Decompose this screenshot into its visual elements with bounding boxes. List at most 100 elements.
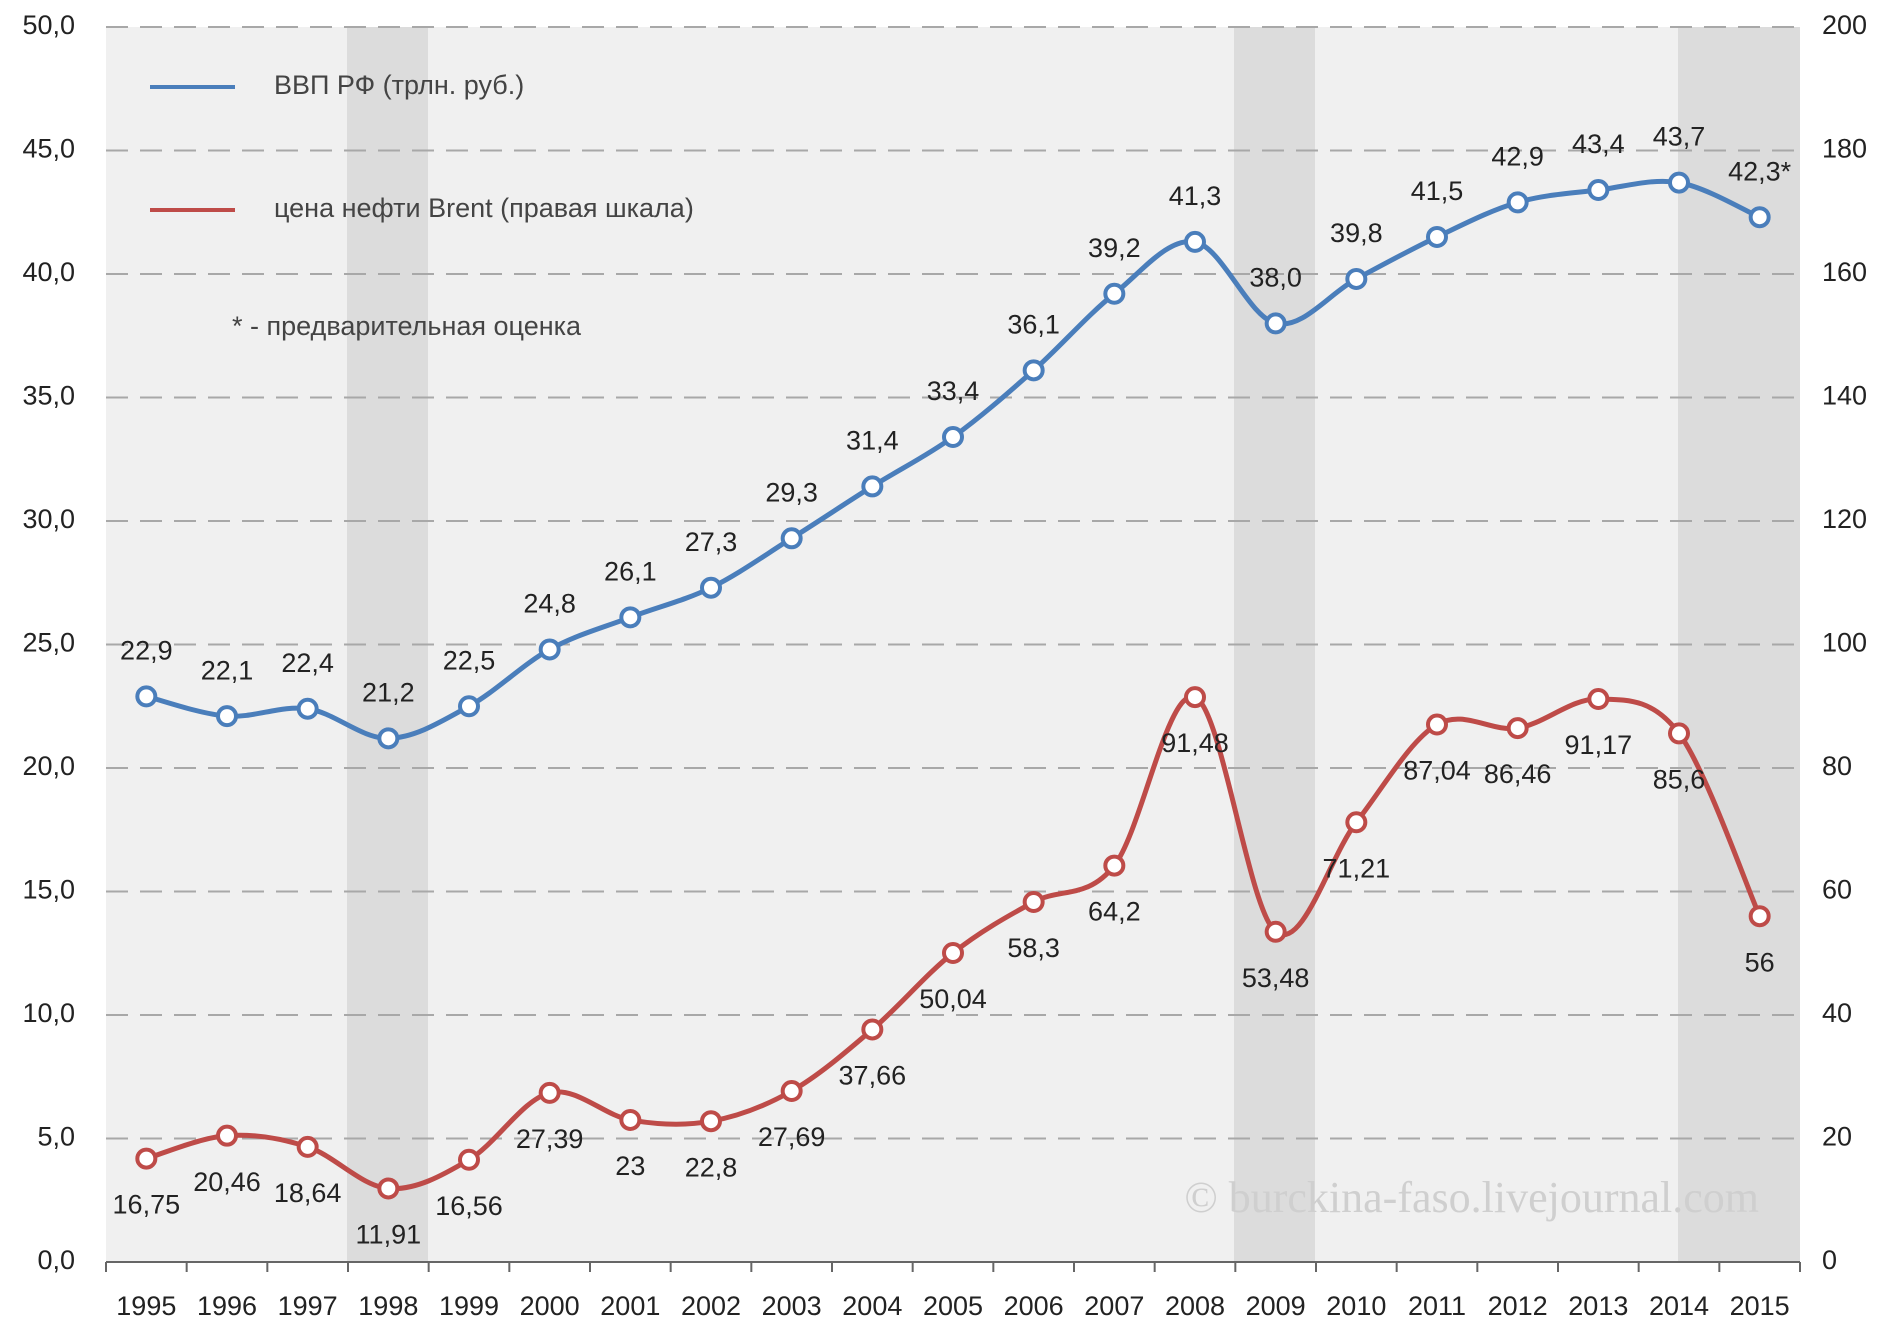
data-label: 85,6 [1653, 765, 1706, 795]
data-label: 71,21 [1323, 853, 1391, 883]
data-point [1668, 722, 1690, 745]
watermark: © burckina-faso.livejournal.com [1184, 1173, 1759, 1222]
data-label: 86,46 [1484, 759, 1552, 789]
y2-tick-label: 60 [1822, 875, 1852, 905]
data-label: 16,75 [113, 1190, 181, 1220]
data-label: 37,66 [839, 1061, 907, 1091]
y-tick-label: 30,0 [22, 504, 75, 534]
data-point [1103, 282, 1126, 305]
data-label: 21,2 [362, 677, 415, 707]
x-tick-label: 1998 [358, 1291, 418, 1321]
legend-label: ВВП РФ (трлн. руб.) [274, 70, 524, 100]
data-label: 38,0 [1249, 263, 1302, 293]
data-label: 24,8 [523, 589, 576, 619]
data-label: 91,17 [1565, 730, 1633, 760]
data-label: 43,7 [1653, 122, 1706, 152]
data-point [1748, 206, 1771, 229]
data-label: 23 [615, 1151, 645, 1181]
data-label: 56 [1745, 947, 1775, 977]
y2-tick-label: 40 [1822, 998, 1852, 1028]
data-point [861, 1018, 884, 1041]
data-label: 31,4 [846, 426, 899, 456]
data-label: 41,5 [1411, 176, 1464, 206]
data-label: 27,39 [516, 1124, 584, 1154]
y-tick-label: 5,0 [37, 1122, 75, 1152]
data-point [1426, 713, 1448, 736]
data-point [1184, 230, 1206, 253]
data-label: 42,3* [1728, 156, 1792, 186]
data-label: 29,3 [765, 477, 818, 507]
data-label: 43,4 [1572, 129, 1625, 159]
y-tick-label: 50,0 [22, 10, 75, 40]
data-point [538, 1081, 561, 1104]
data-point [1264, 920, 1287, 943]
data-point [135, 685, 158, 708]
x-tick-label: 2004 [842, 1291, 902, 1321]
data-label: 64,2 [1088, 897, 1141, 927]
y2-tick-label: 160 [1822, 257, 1867, 287]
data-label: 87,04 [1403, 756, 1471, 786]
x-tick-label: 1995 [116, 1291, 176, 1321]
y-tick-label: 45,0 [22, 134, 75, 164]
data-point [861, 475, 884, 498]
legend-label: цена нефти Brent (правая шкала) [274, 193, 694, 223]
data-label: 53,48 [1242, 963, 1310, 993]
data-point [1668, 171, 1690, 194]
x-tick-label: 2006 [1004, 1291, 1064, 1321]
data-label: 26,1 [604, 556, 657, 586]
data-label: 39,2 [1088, 233, 1141, 263]
data-label: 42,9 [1491, 141, 1544, 171]
x-tick-label: 2014 [1649, 1291, 1709, 1321]
y-tick-label: 20,0 [22, 751, 75, 781]
data-point [1022, 890, 1045, 913]
data-point [1264, 312, 1287, 335]
data-point [458, 1148, 480, 1171]
data-label: 50,04 [919, 984, 987, 1014]
y2-tick-label: 100 [1822, 628, 1867, 658]
data-point [942, 942, 964, 965]
x-tick-label: 1996 [197, 1291, 257, 1321]
x-tick-label: 2013 [1568, 1291, 1628, 1321]
data-label: 22,5 [443, 645, 496, 675]
data-label: 27,3 [685, 527, 738, 557]
data-point [538, 638, 561, 661]
data-point [216, 705, 238, 728]
y-tick-label: 40,0 [22, 257, 75, 287]
data-label: 11,91 [356, 1220, 422, 1250]
data-point [377, 1177, 400, 1200]
data-point [942, 426, 964, 449]
data-point [1426, 225, 1448, 248]
y-tick-label: 0,0 [37, 1245, 75, 1275]
x-tick-label: 2007 [1084, 1291, 1144, 1321]
data-label: 22,8 [685, 1152, 738, 1182]
x-tick-label: 1999 [439, 1291, 499, 1321]
x-tick-label: 2008 [1165, 1291, 1225, 1321]
data-label: 27,69 [758, 1122, 826, 1152]
data-label: 18,64 [274, 1178, 342, 1208]
data-point [1748, 905, 1771, 928]
x-tick-label: 2003 [762, 1291, 822, 1321]
y-tick-label: 10,0 [22, 998, 75, 1028]
data-label: 36,1 [1007, 309, 1060, 339]
series-line [145, 178, 1761, 741]
data-point [458, 695, 480, 718]
data-point [1184, 686, 1206, 709]
data-point [296, 697, 319, 720]
data-label: 22,9 [120, 635, 173, 665]
data-point [619, 606, 642, 629]
data-point [700, 576, 722, 599]
data-point [780, 1080, 803, 1103]
data-point [296, 1135, 319, 1158]
x-tick-label: 2011 [1408, 1291, 1466, 1321]
data-label: 39,8 [1330, 218, 1383, 248]
data-label: 22,1 [201, 655, 254, 685]
y2-tick-label: 80 [1822, 751, 1852, 781]
data-point [135, 1147, 158, 1170]
data-label: 91,48 [1161, 728, 1229, 758]
data-point [700, 1110, 722, 1133]
x-tick-label: 2015 [1730, 1291, 1790, 1321]
y2-tick-label: 0 [1822, 1245, 1837, 1275]
data-point [1345, 811, 1368, 834]
note: * - предварительная оценка [232, 311, 582, 341]
y-tick-label: 15,0 [22, 875, 75, 905]
